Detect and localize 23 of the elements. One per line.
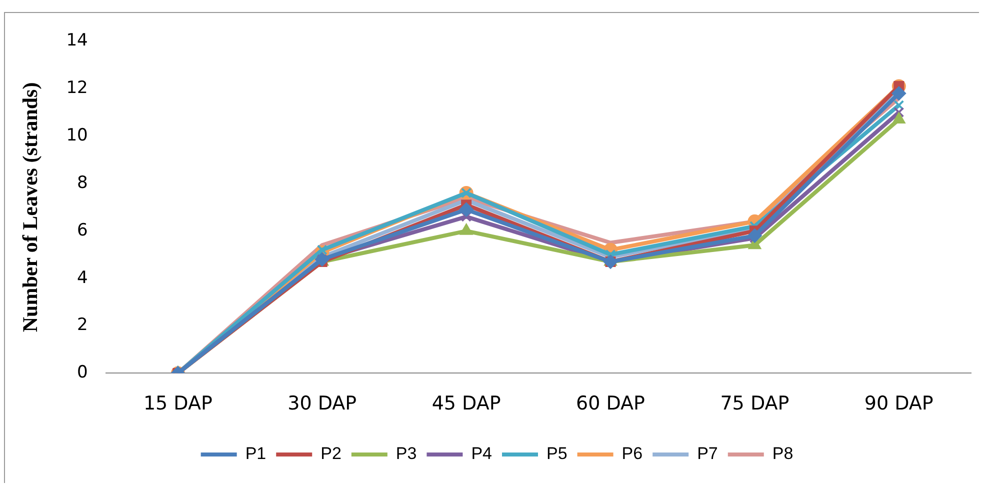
y-axis-title: Number of Leaves (strands) bbox=[18, 82, 42, 332]
y-tick-label: 10 bbox=[66, 125, 88, 146]
legend-label: P8 bbox=[772, 444, 794, 464]
legend-label: P6 bbox=[622, 444, 643, 464]
y-tick-label: 8 bbox=[77, 172, 88, 193]
x-tick-label: 60 DAP bbox=[576, 392, 645, 415]
y-tick-label: 0 bbox=[77, 362, 88, 383]
x-tick-label: 45 DAP bbox=[432, 392, 501, 415]
legend-label: P2 bbox=[320, 444, 342, 464]
y-tick-label: 2 bbox=[77, 315, 88, 336]
legend-label: P7 bbox=[697, 444, 718, 464]
x-tick-label: 15 DAP bbox=[143, 392, 212, 415]
legend-label: P1 bbox=[245, 444, 266, 464]
y-tick-label: 14 bbox=[66, 30, 88, 51]
y-tick-label: 12 bbox=[66, 78, 88, 98]
y-tick-label: 6 bbox=[77, 220, 88, 240]
x-tick-label: 90 DAP bbox=[864, 392, 934, 415]
legend-label: P3 bbox=[396, 444, 417, 464]
legend-label: P5 bbox=[546, 444, 568, 464]
legend-label: P4 bbox=[471, 444, 492, 464]
x-tick-label: 30 DAP bbox=[288, 392, 357, 415]
x-tick-label: 75 DAP bbox=[720, 392, 790, 415]
y-tick-label: 4 bbox=[77, 268, 88, 288]
